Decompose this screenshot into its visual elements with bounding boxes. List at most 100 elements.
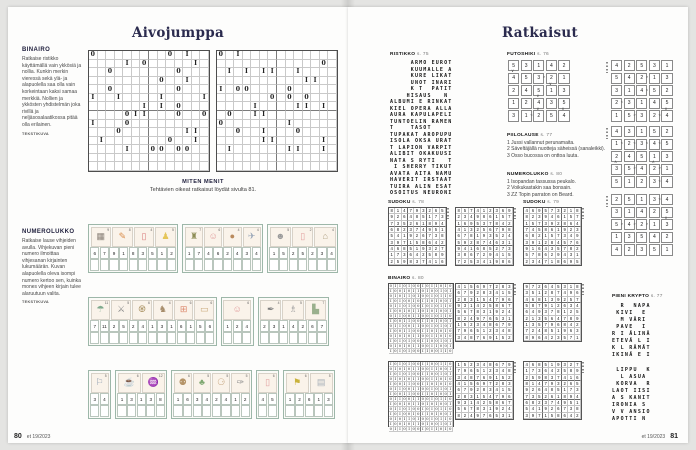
futoshiki-cell: 2 [661,231,673,243]
numerolukko-answer-cell [269,259,279,271]
futoshiki-cell: 5 [636,60,648,72]
binairo-cell [148,102,158,111]
binairo-cell: I [434,319,440,324]
sudoku-cell: 3 [555,334,562,341]
house-glyph: ⌂ [322,231,328,241]
binairo-cell: 0 [114,128,124,137]
binairo-cell: 0 [421,417,426,422]
sudoku-cell: 2 [506,374,513,381]
sudoku-cell: 5 [555,246,562,253]
binairo-cell: 0 [389,367,394,372]
binairo-cell: I [411,289,417,294]
futoshiki-cell: 5 [623,110,635,122]
inequality-mark: > [645,220,649,226]
binairo-cell: 0 [225,110,235,120]
sudoku-cell: 7 [487,381,494,388]
futoshiki-cell: 1 [661,60,673,72]
binairo-cell: I [402,367,408,372]
sudoku-cell: 7 [524,393,531,400]
binairo-cell [259,51,269,60]
binairo-cell: 0 [425,304,431,309]
krypto-solution-1: R NAPA KIVI E M VÄRI PAVE I R I ÄLINÄ ET… [612,303,651,358]
binairo-cell: 0 [421,324,426,329]
sudoku-cell: 8 [481,387,488,394]
sudoku-cell: 5 [555,284,562,291]
binairo-cell: I [157,102,167,111]
binairo-cell: I [430,407,435,412]
sudoku-cell: 5 [506,252,513,259]
numerolukko-group: ☻ 5 ▯ 2 ⌂ 4 1 5 2 5 2 3 4 [267,224,339,273]
geese-icon: ♒ 12 [141,372,165,393]
binairo-cell: I [439,289,444,294]
umbrella-glyph: ☂ [96,304,105,314]
binairo-cell [328,136,337,146]
sudoku-cell: 9 [481,233,488,240]
sudoku-cell: 3 [574,227,581,234]
binairo-cell: I [443,362,449,367]
binairo-cell: 0 [398,289,403,294]
sudoku-cell: 3 [530,393,537,400]
binairo-cell: I [434,334,440,339]
sudoku-cell: 9 [506,208,513,215]
binairo-cell: 0 [416,412,421,417]
binairo-cell: I [393,294,399,299]
sudoku-cell: 4 [524,296,531,303]
binairo-cell [328,76,337,86]
sudoku-cell: 6 [401,214,408,221]
sudoku-cell: 3 [433,233,440,240]
binairo-cell: I [402,402,408,407]
binairo-cell: I [425,339,431,344]
binairo-cell [234,68,243,77]
binairo-cell: I [421,407,426,412]
binairo-cell: I [398,339,403,344]
sudoku-cell: 1 [494,374,501,381]
binairo-cell [123,162,132,171]
binairo-cell: I [398,397,403,402]
sudoku-cell: 8 [468,334,475,341]
binairo-cell: 0 [407,334,412,339]
binairo-cell [174,76,184,86]
sudoku-cell: 8 [494,220,501,227]
numerolukko-digit: 4 [202,393,212,405]
sudoku-cell: 7 [568,334,575,341]
binairo-cell: 0 [434,372,440,377]
sudoku-cell: 8 [543,328,550,335]
sudoku-cell: 4 [462,334,469,341]
sudoku-cell: 2 [530,214,537,221]
umbrella-icon: ☂ 11 [90,299,111,320]
sudoku-cell: 7 [456,328,463,335]
binairo-cell: 0 [430,349,435,354]
miten-menit-body: Tehtävien oikeat ratkaisut löydät sivult… [149,187,257,193]
numerolukko-answer-cell [242,332,252,344]
binairo-cell: 0 [434,314,440,319]
sudoku-cell: 4 [414,252,421,259]
binairo-cell: 0 [411,427,417,432]
inequality-mark: < [658,112,661,117]
binairo-cell: 0 [443,422,449,427]
binairo-cell [183,119,192,129]
binairo-cell [89,85,98,94]
sudoku-cell: 8 [475,309,482,316]
sudoku-cell: 6 [500,303,507,310]
binairo-cell: I [421,349,426,354]
left-page-number: 80 [14,433,22,440]
sudoku-cell: 6 [487,412,494,419]
futoshiki-cell: 5 [636,151,648,163]
binairo-cell [200,128,209,137]
futoshiki-cell: 1 [545,85,557,97]
binairo-cell [131,51,141,60]
binairo-cell: 0 [407,367,412,372]
numerolukko-answer-cell [304,405,314,417]
binairo-cell: I [448,324,453,329]
binairo-cell: 0 [416,284,421,289]
binairo-cell [328,119,337,129]
binairo-cell [225,162,235,171]
binairo-cell: 0 [443,339,449,344]
sudoku-cell: 1 [456,220,463,227]
numerolukko-answer-cell [288,259,298,271]
sudoku-cell: 3 [494,328,501,335]
sudoku-cell: 3 [543,309,550,316]
binairo-cell [157,68,167,77]
